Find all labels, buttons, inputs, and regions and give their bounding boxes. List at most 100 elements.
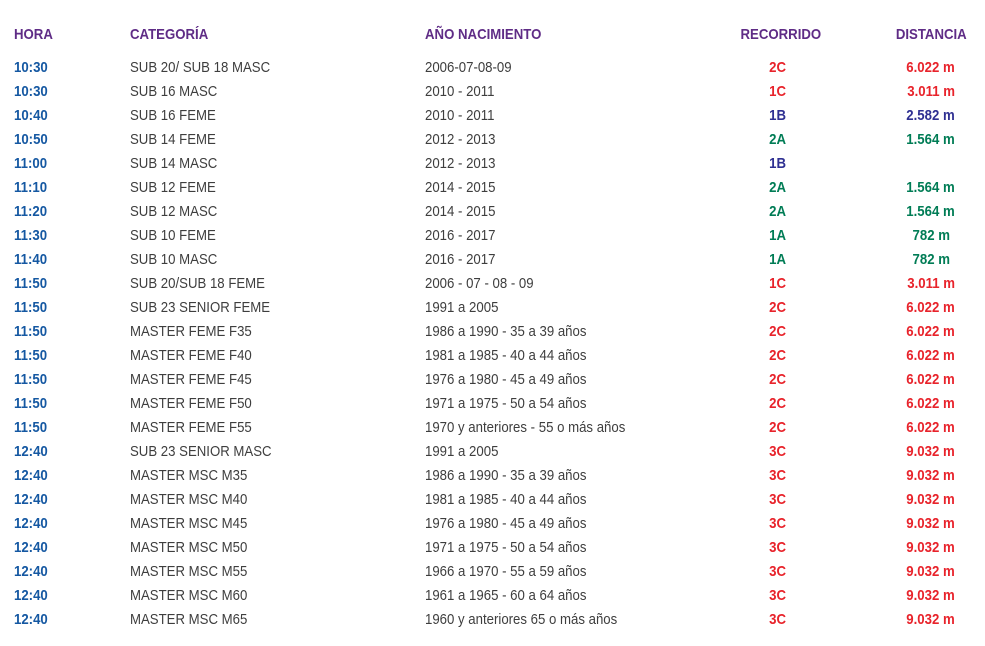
recorrido-cell: 1C bbox=[769, 83, 787, 100]
recorrido-cell: 2C bbox=[769, 59, 787, 76]
recorrido-cell: 1C bbox=[769, 275, 787, 292]
table-row: 10:30 SUB 20/ SUB 18 MASC 2006-07-08-09 2C 6… bbox=[14, 56, 985, 80]
distancia-cell: 6.022 m bbox=[906, 347, 956, 364]
categoria-cell: MASTER MSC M45 bbox=[130, 515, 248, 532]
table-body: 10:30 SUB 20/ SUB 18 MASC 2006-07-08-09 2C 6… bbox=[14, 56, 985, 632]
ano-nacimiento-cell: 2006-07-08-09 bbox=[425, 59, 512, 76]
recorrido-cell: 2C bbox=[769, 299, 787, 316]
hora-cell: 12:40 bbox=[14, 587, 48, 604]
table-row: 11:50 MASTER FEME F40 1981 a 1985 - 40 a 4… bbox=[14, 344, 985, 368]
hora-cell: 12:40 bbox=[14, 515, 48, 532]
ano-nacimiento-cell: 1991 a 2005 bbox=[425, 299, 499, 316]
distancia-cell: 9.032 m bbox=[906, 515, 956, 532]
hora-cell: 12:40 bbox=[14, 443, 48, 460]
ano-nacimiento-cell: 1971 a 1975 - 50 a 54 años bbox=[425, 395, 587, 412]
hora-cell: 12:40 bbox=[14, 491, 48, 508]
distancia-cell: 9.032 m bbox=[906, 611, 956, 628]
ano-nacimiento-cell: 1960 y anteriores 65 o más años bbox=[425, 611, 618, 628]
distancia-cell: 782 m bbox=[912, 227, 950, 244]
ano-nacimiento-cell: 1971 a 1975 - 50 a 54 años bbox=[425, 539, 587, 556]
recorrido-cell: 2C bbox=[769, 371, 787, 388]
categoria-cell: MASTER FEME F45 bbox=[130, 371, 252, 388]
distancia-cell: 6.022 m bbox=[906, 419, 956, 436]
distancia-cell: 9.032 m bbox=[906, 587, 956, 604]
distancia-cell bbox=[877, 152, 985, 176]
categoria-cell: MASTER FEME F35 bbox=[130, 323, 252, 340]
distancia-cell: 9.032 m bbox=[906, 491, 956, 508]
ano-nacimiento-cell: 1986 a 1990 - 35 a 39 años bbox=[425, 323, 587, 340]
categoria-cell: SUB 23 SENIOR FEME bbox=[130, 299, 271, 316]
hora-cell: 11:20 bbox=[14, 203, 48, 220]
hora-cell: 12:40 bbox=[14, 563, 48, 580]
hora-cell: 11:30 bbox=[14, 227, 48, 244]
ano-nacimiento-cell: 1991 a 2005 bbox=[425, 443, 499, 460]
ano-nacimiento-cell: 1986 a 1990 - 35 a 39 años bbox=[425, 467, 587, 484]
ano-nacimiento-cell: 1981 a 1985 - 40 a 44 años bbox=[425, 347, 587, 364]
table-row: 11:50 MASTER FEME F45 1976 a 1980 - 45 a 4… bbox=[14, 368, 985, 392]
categoria-cell: MASTER MSC M65 bbox=[130, 611, 248, 628]
categoria-cell: SUB 14 FEME bbox=[130, 131, 216, 148]
distancia-cell: 1.564 m bbox=[906, 203, 956, 220]
ano-nacimiento-cell: 1976 a 1980 - 45 a 49 años bbox=[425, 371, 587, 388]
distancia-cell: 782 m bbox=[912, 251, 950, 268]
ano-nacimiento-cell: 1966 a 1970 - 55 a 59 años bbox=[425, 563, 587, 580]
table-row: 11:30 SUB 10 FEME 2016 - 2017 1A 782 m bbox=[14, 224, 985, 248]
hora-cell: 11:50 bbox=[14, 419, 48, 436]
table-row: 12:40 MASTER MSC M55 1966 a 1970 - 55 a 59… bbox=[14, 560, 985, 584]
table-row: 11:50 MASTER FEME F35 1986 a 1990 - 35 a 3… bbox=[14, 320, 985, 344]
hora-cell: 12:40 bbox=[14, 611, 48, 628]
ano-nacimiento-cell: 2014 - 2015 bbox=[425, 203, 496, 220]
categoria-cell: SUB 14 MASC bbox=[130, 155, 218, 172]
table-row: 12:40 SUB 23 SENIOR MASC 1991 a 2005 3C 9.03… bbox=[14, 440, 985, 464]
ano-nacimiento-cell: 2012 - 2013 bbox=[425, 155, 496, 172]
hora-cell: 11:50 bbox=[14, 395, 48, 412]
recorrido-cell: 1B bbox=[769, 155, 787, 172]
recorrido-cell: 2A bbox=[769, 131, 787, 148]
recorrido-cell: 3C bbox=[769, 611, 787, 628]
race-schedule-table: HORA CATEGORÍA AÑO NACIMIENTO RECORRIDO … bbox=[14, 26, 985, 632]
categoria-cell: SUB 16 MASC bbox=[130, 83, 218, 100]
column-header-categoria: CATEGORÍA bbox=[130, 26, 209, 43]
recorrido-cell: 3C bbox=[769, 539, 787, 556]
column-header-recorrido: RECORRIDO bbox=[740, 26, 822, 43]
ano-nacimiento-cell: 2010 - 2011 bbox=[425, 107, 495, 124]
recorrido-cell: 1A bbox=[769, 227, 787, 244]
categoria-cell: SUB 12 MASC bbox=[130, 203, 218, 220]
hora-cell: 10:30 bbox=[14, 83, 48, 100]
recorrido-cell: 3C bbox=[769, 587, 787, 604]
categoria-cell: SUB 16 FEME bbox=[130, 107, 216, 124]
table-row: 12:40 MASTER MSC M65 1960 y anteriores 65 … bbox=[14, 608, 985, 632]
table-row: 10:40 SUB 16 FEME 2010 - 2011 1B 2.582 m bbox=[14, 104, 985, 128]
categoria-cell: MASTER FEME F55 bbox=[130, 419, 252, 436]
table-row: 12:40 MASTER MSC M50 1971 a 1975 - 50 a 54… bbox=[14, 536, 985, 560]
recorrido-cell: 2A bbox=[769, 203, 787, 220]
table-row: 12:40 MASTER MSC M60 1961 a 1965 - 60 a 64… bbox=[14, 584, 985, 608]
recorrido-cell: 2C bbox=[769, 395, 787, 412]
categoria-cell: MASTER MSC M40 bbox=[130, 491, 248, 508]
categoria-cell: SUB 10 MASC bbox=[130, 251, 218, 268]
table-row: 11:50 SUB 23 SENIOR FEME 1991 a 2005 2C 6.02… bbox=[14, 296, 985, 320]
hora-cell: 11:00 bbox=[14, 155, 48, 172]
categoria-cell: MASTER MSC M55 bbox=[130, 563, 248, 580]
table-row: 11:40 SUB 10 MASC 2016 - 2017 1A 782 m bbox=[14, 248, 985, 272]
categoria-cell: MASTER MSC M50 bbox=[130, 539, 248, 556]
distancia-cell: 6.022 m bbox=[906, 299, 956, 316]
table-row: 11:50 SUB 20/SUB 18 FEME 2006 - 07 - 08 - … bbox=[14, 272, 985, 296]
categoria-cell: SUB 23 SENIOR MASC bbox=[130, 443, 272, 460]
table-row: 12:40 MASTER MSC M35 1986 a 1990 - 35 a 39… bbox=[14, 464, 985, 488]
categoria-cell: MASTER MSC M60 bbox=[130, 587, 248, 604]
hora-cell: 11:50 bbox=[14, 323, 48, 340]
ano-nacimiento-cell: 2016 - 2017 bbox=[425, 227, 496, 244]
hora-cell: 11:50 bbox=[14, 347, 48, 364]
hora-cell: 10:50 bbox=[14, 131, 48, 148]
recorrido-cell: 1A bbox=[769, 251, 787, 268]
categoria-cell: MASTER FEME F40 bbox=[130, 347, 252, 364]
hora-cell: 11:40 bbox=[14, 251, 48, 268]
distancia-cell: 9.032 m bbox=[906, 467, 956, 484]
table-row: 11:00 SUB 14 MASC 2012 - 2013 1B bbox=[14, 152, 985, 176]
recorrido-cell: 3C bbox=[769, 443, 787, 460]
ano-nacimiento-cell: 2010 - 2011 bbox=[425, 83, 495, 100]
ano-nacimiento-cell: 2012 - 2013 bbox=[425, 131, 496, 148]
table-header-row: HORA CATEGORÍA AÑO NACIMIENTO RECORRIDO … bbox=[14, 26, 985, 56]
table-row: 11:10 SUB 12 FEME 2014 - 2015 2A 1.564 m bbox=[14, 176, 985, 200]
